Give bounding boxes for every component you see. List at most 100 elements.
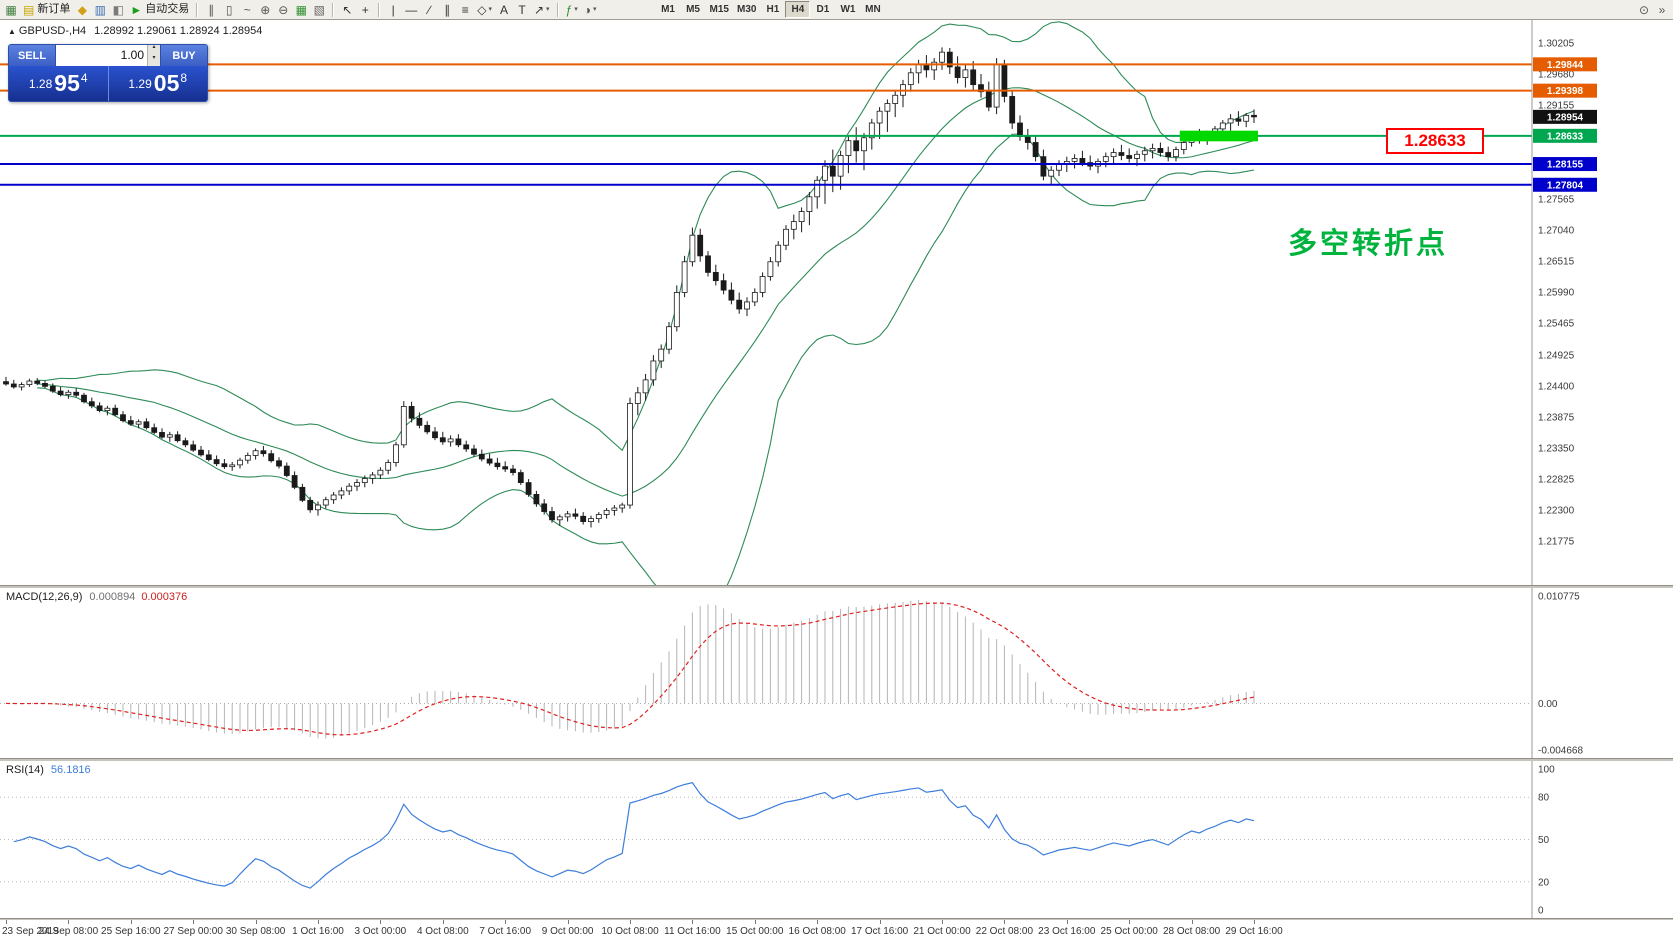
candlestick-chart-icon[interactable]: ▯	[220, 1, 238, 19]
one-click-trading-panel[interactable]: SELL 1.00 ▴ ▾ BUY 1.28 95 4 1.29 05 8	[8, 44, 208, 102]
time-tick	[942, 920, 943, 924]
panel-divider[interactable]	[0, 585, 1673, 588]
volume-spinner[interactable]: ▴ ▾	[147, 45, 160, 66]
chevron-down-icon: ▾	[488, 6, 492, 13]
periods-icon[interactable]: ◑ ▾	[581, 1, 600, 19]
sell-price-pipette: 4	[80, 70, 88, 85]
axis-label: 1.27040	[1538, 225, 1575, 236]
volume-control[interactable]: 1.00 ▴ ▾	[56, 45, 160, 66]
arrange-windows-icon[interactable]: ▧	[310, 1, 328, 19]
channel-icon[interactable]: ∥	[438, 1, 456, 19]
market-watch-icon[interactable]: ▥	[91, 1, 109, 19]
new-order-button[interactable]: ▤ 新订单	[20, 1, 73, 19]
timeframe-w1[interactable]: W1	[835, 1, 860, 18]
sell-label-button[interactable]: SELL	[9, 45, 56, 66]
tile-windows-icon: ▦	[295, 2, 307, 17]
highlight-rectangle[interactable]	[1179, 130, 1258, 142]
trendline-icon[interactable]: ∕	[420, 1, 438, 19]
timeframe-m30[interactable]: M30	[733, 1, 760, 18]
shapes-icon: ◇	[477, 2, 487, 17]
time-axis-label: 11 Oct 16:00	[664, 926, 721, 937]
timeframe-mn[interactable]: MN	[860, 1, 885, 18]
buy-price-pipette: 8	[180, 70, 188, 85]
time-tick	[380, 920, 382, 924]
sell-button[interactable]: 1.28 95 4	[9, 66, 109, 101]
timeframe-h1[interactable]: H1	[760, 1, 785, 18]
time-axis-label: 30 Sep 08:00	[225, 926, 286, 937]
time-tick	[1066, 920, 1068, 924]
periods-icon: ◑	[583, 2, 592, 17]
vertical-line-icon: |	[391, 2, 395, 17]
main-chart[interactable]: 1.302051.296801.291551.286301.281051.275…	[0, 20, 1673, 585]
time-axis-label: 24 Sep 08:00	[38, 926, 99, 937]
fibonacci-icon[interactable]: ≡	[456, 1, 474, 19]
bollinger-bands	[37, 21, 1255, 585]
trendline-icon: ∕	[428, 2, 431, 17]
quick-search-icon[interactable]: ⊙	[1635, 1, 1653, 19]
time-axis[interactable]: 23 Sep 2019 24 Sep 08:00 25 Sep 16:00 27 Se…	[0, 920, 1673, 945]
indicators-icon[interactable]: ƒ ▾	[563, 1, 581, 19]
axis-label: 1.26515	[1538, 256, 1575, 267]
timeframe-m15[interactable]: M15	[706, 1, 733, 18]
timeframe-d1[interactable]: D1	[810, 1, 835, 18]
horizontal-lines[interactable]	[0, 63, 1532, 186]
toolbar-separator	[556, 2, 559, 17]
price-axis: 1.302051.296801.291551.286301.281051.275…	[1538, 39, 1575, 548]
volume-input[interactable]: 1.00	[120, 48, 144, 62]
macd-chart[interactable]: 0.010775 0.00 -0.004668	[0, 588, 1673, 758]
text-label-icon[interactable]: T	[513, 1, 531, 19]
tile-windows-icon[interactable]: ▦	[292, 1, 310, 19]
bar-chart-icon[interactable]: ∥	[202, 1, 220, 19]
time-axis-label: 4 Oct 08:00	[416, 926, 469, 937]
zoom-out-icon[interactable]: ⊖	[274, 1, 292, 19]
timeframe-m1[interactable]: M1	[656, 1, 681, 18]
trade-panel-prices: 1.28 95 4 1.29 05 8	[9, 66, 207, 101]
time-tick	[692, 920, 694, 924]
text-icon[interactable]: A	[495, 1, 513, 19]
charts-icon[interactable]: ▦	[2, 1, 20, 19]
expert-advisors-icon[interactable]: ◆	[73, 1, 91, 19]
axis-label: 1.25465	[1538, 318, 1575, 329]
buy-button[interactable]: 1.29 05 8	[108, 66, 207, 101]
axis-label: 20	[1538, 877, 1550, 888]
panel-divider[interactable]	[0, 758, 1673, 761]
axis-label: 1.27565	[1538, 194, 1575, 205]
crosshair-icon[interactable]: +	[356, 1, 374, 19]
time-tick	[130, 920, 132, 924]
vertical-line-icon[interactable]: |	[384, 1, 402, 19]
toolbar-separator	[196, 2, 199, 17]
macd-histogram	[13, 599, 1255, 739]
line-chart-icon[interactable]: ~	[238, 1, 256, 19]
volume-up-icon[interactable]: ▴	[152, 44, 156, 50]
axis-label: 1.28954	[1547, 112, 1584, 123]
data-window-icon[interactable]: ◧	[109, 1, 127, 19]
main-chart-panel[interactable]: 1.302051.296801.291551.286301.281051.275…	[0, 20, 1673, 585]
zoom-out-icon: ⊖	[278, 2, 289, 17]
arrows-icon[interactable]: ↗ ▾	[531, 1, 553, 19]
rsi-chart[interactable]: 100 80 50 20 0	[0, 761, 1673, 918]
macd-value-signal: 0.000376	[141, 591, 188, 603]
timeframe-h4[interactable]: H4	[785, 1, 811, 18]
time-tick	[1191, 920, 1193, 924]
rsi-panel[interactable]: 100 80 50 20 0 RSI(14) 56.1816	[0, 761, 1673, 918]
volume-down-icon[interactable]: ▾	[152, 54, 156, 61]
shapes-icon[interactable]: ◇ ▾	[474, 1, 495, 19]
axis-label: 1.29398	[1547, 86, 1584, 97]
resistance-line-lower-tag	[1533, 83, 1597, 98]
buy-price-big: 1.29	[128, 76, 152, 91]
horizontal-line-icon[interactable]: —	[402, 1, 420, 19]
chart-annotation-text: 多空转折点	[1288, 228, 1449, 260]
axis-label: 1.28633	[1547, 131, 1584, 142]
macd-panel[interactable]: 0.010775 0.00 -0.004668 MACD(12,26,9) 0.000…	[0, 588, 1673, 758]
time-axis-label: 25 Sep 16:00	[101, 926, 161, 937]
autotrading-button: ►	[130, 2, 143, 17]
buy-label-button[interactable]: BUY	[160, 45, 207, 66]
expert-advisors-icon: ◆	[77, 2, 87, 17]
time-axis-label: 3 Oct 00:00	[354, 926, 407, 937]
zoom-in-icon[interactable]: ⊕	[256, 1, 274, 19]
more-tools-icon[interactable]: »	[1653, 1, 1671, 19]
timeframe-m5[interactable]: M5	[681, 1, 706, 18]
autotrading-button[interactable]: ► 自动交易	[127, 1, 192, 19]
cursor-icon[interactable]: ↖	[338, 1, 356, 19]
